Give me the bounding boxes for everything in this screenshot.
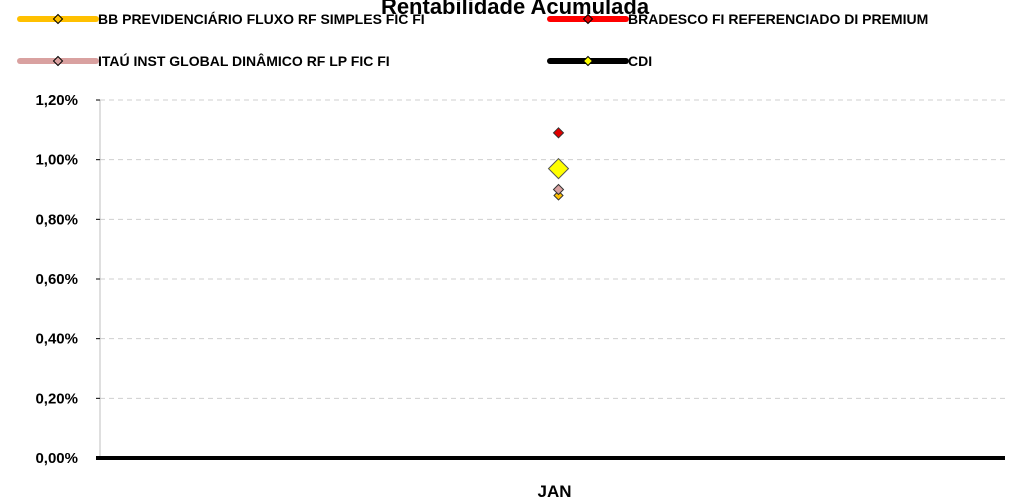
x-axis-categories: JAN xyxy=(537,482,571,501)
y-tick-label: 1,00% xyxy=(35,152,78,169)
data-point xyxy=(547,157,570,180)
chart-title: Rentabilidade Acumulada xyxy=(381,0,650,19)
legend: BB PREVIDENCIÁRIO FLUXO RF SIMPLES FIC F… xyxy=(17,11,928,69)
y-tick-label: 0,60% xyxy=(35,271,78,288)
data-point xyxy=(553,190,564,201)
gridlines xyxy=(100,99,1005,399)
legend-label: BB PREVIDENCIÁRIO FLUXO RF SIMPLES FIC F… xyxy=(98,11,425,27)
y-tick-label: 0,40% xyxy=(35,331,78,348)
y-tick-label: 0,00% xyxy=(35,450,78,467)
y-tick-label: 0,80% xyxy=(35,211,78,228)
legend-marker xyxy=(52,55,64,67)
legend-marker xyxy=(52,13,64,25)
y-tick-label: 1,20% xyxy=(35,92,78,109)
data-points xyxy=(547,127,570,201)
x-category-label: JAN xyxy=(537,482,571,501)
legend-entry: BB PREVIDENCIÁRIO FLUXO RF SIMPLES FIC F… xyxy=(17,11,425,27)
legend-label: BRADESCO FI REFERENCIADO DI PREMIUM xyxy=(628,11,928,27)
legend-label: CDI xyxy=(628,53,652,69)
legend-entry: BRADESCO FI REFERENCIADO DI PREMIUM xyxy=(547,11,928,27)
legend-marker xyxy=(582,55,594,67)
data-point xyxy=(552,127,565,139)
y-tick-label: 0,20% xyxy=(35,390,78,407)
data-point xyxy=(552,183,565,196)
legend-label: ITAÚ INST GLOBAL DINÂMICO RF LP FIC FI xyxy=(98,52,390,69)
y-axis-ticks: 0,00% 0,20% 0,40% 0,60% 0,80% 1,00% 1,20% xyxy=(35,92,100,467)
legend-entry: CDI xyxy=(547,53,652,69)
legend-marker xyxy=(582,13,594,25)
legend-entry: ITAÚ INST GLOBAL DINÂMICO RF LP FIC FI xyxy=(17,52,390,69)
